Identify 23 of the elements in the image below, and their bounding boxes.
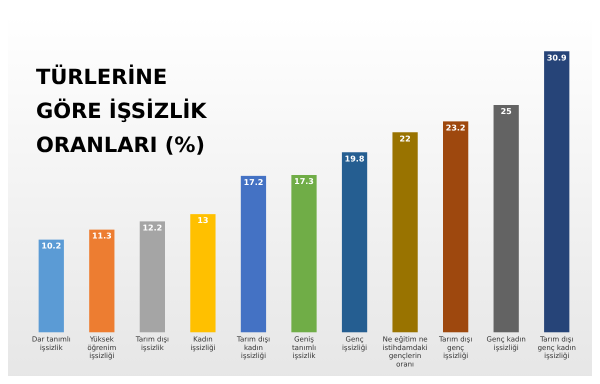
bar	[140, 221, 165, 332]
data-label: 30.9	[546, 53, 568, 62]
data-label: 25	[500, 107, 512, 116]
bar	[38, 240, 64, 332]
data-label: 10.2	[41, 242, 62, 251]
bar	[240, 176, 266, 332]
data-label: 23.2	[446, 123, 466, 132]
bar	[494, 104, 519, 332]
bar	[342, 152, 368, 332]
text: TÜRLERİNE GÖRE İŞSİZLİK ORANLARI (%)	[36, 64, 208, 159]
bar	[544, 51, 570, 332]
data-label: 22	[400, 134, 411, 144]
bar	[291, 175, 317, 332]
bar	[190, 214, 216, 332]
bar	[392, 132, 418, 332]
data-label: 13	[197, 216, 208, 226]
bar	[89, 230, 114, 332]
data-label: 11.3	[92, 232, 112, 241]
bar	[443, 121, 468, 332]
data-label: 17.3	[294, 177, 314, 186]
data-label: 12.2	[142, 223, 162, 232]
data-label: 19.8	[344, 154, 365, 164]
data-label: 17.2	[244, 178, 264, 188]
